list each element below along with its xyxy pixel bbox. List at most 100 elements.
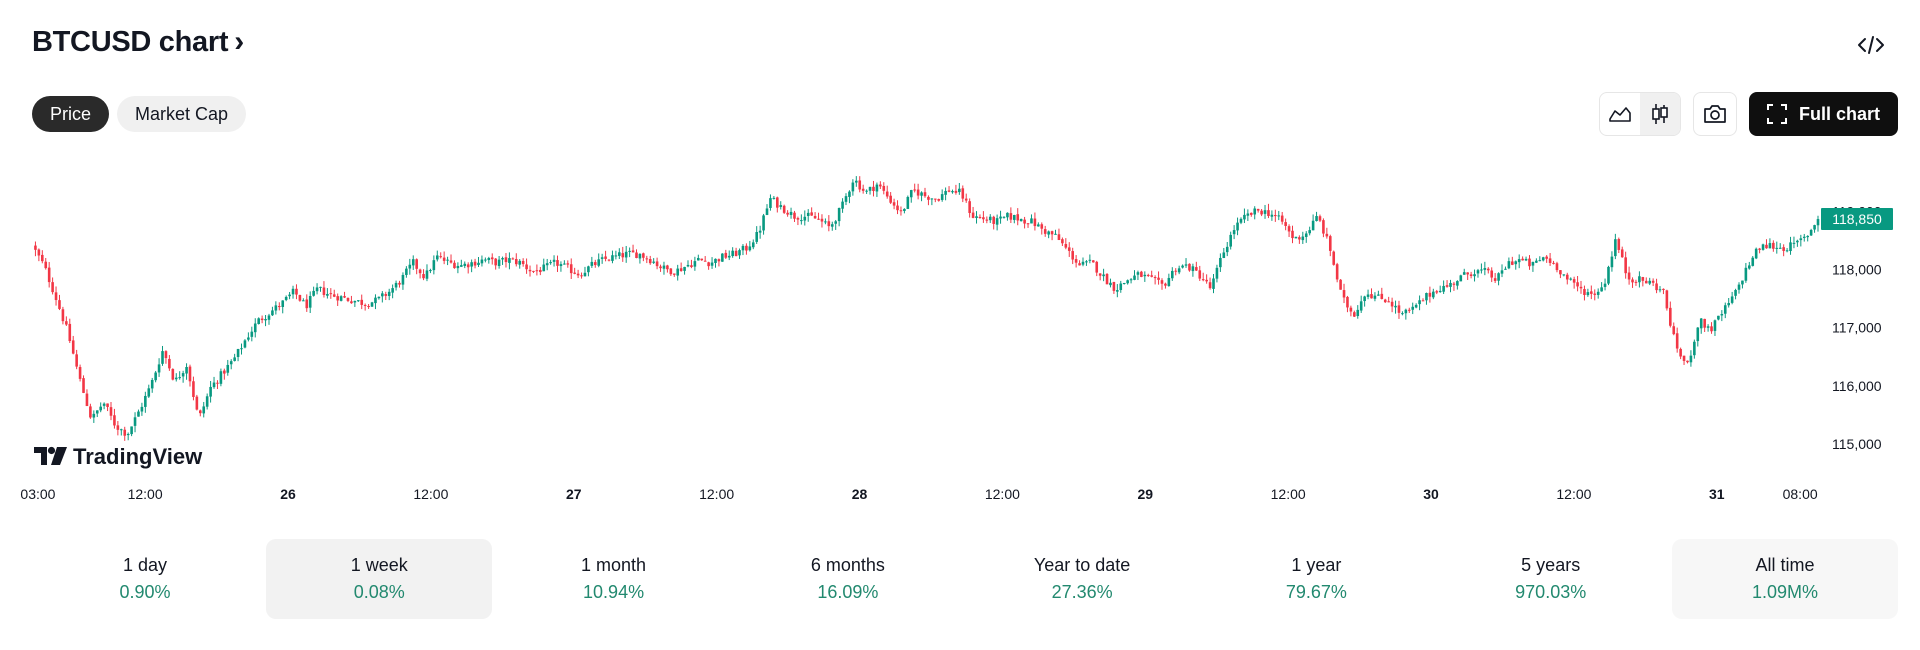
- candle-body: [549, 262, 552, 264]
- candle-body: [401, 274, 405, 285]
- candle-body: [1610, 256, 1614, 268]
- candle-body: [714, 258, 717, 263]
- candle-body: [1710, 326, 1713, 332]
- tab-market-cap[interactable]: Market Cap: [117, 96, 247, 132]
- candle-body: [1648, 280, 1652, 284]
- y-tick-label: 118,000: [1832, 261, 1882, 277]
- candle-body: [247, 337, 250, 340]
- full-chart-button[interactable]: Full chart: [1748, 92, 1898, 136]
- candle-body: [1342, 290, 1346, 298]
- range-label: 1 month: [581, 555, 647, 575]
- chart-title-link[interactable]: BTCUSD chart ›: [32, 25, 244, 59]
- candle-body: [913, 189, 916, 191]
- candle-body: [1157, 277, 1160, 280]
- embed-code-button[interactable]: [1856, 30, 1886, 60]
- candle-body: [315, 287, 319, 292]
- snapshot-button[interactable]: [1692, 92, 1737, 136]
- candle-body: [425, 270, 429, 279]
- candle-body: [542, 264, 546, 272]
- candle-body: [892, 202, 896, 206]
- candle-body: [1298, 237, 1301, 240]
- range-1-month[interactable]: 1 month 10.94%: [501, 539, 727, 619]
- candle-body: [1456, 281, 1459, 286]
- candle-body: [1603, 283, 1607, 287]
- candle-body: [212, 382, 216, 388]
- candle-body: [1517, 259, 1521, 263]
- candle-body: [669, 268, 673, 275]
- range-all-time[interactable]: All time 1.09M%: [1671, 539, 1898, 619]
- candle-body: [844, 196, 848, 202]
- candle-body: [748, 246, 752, 251]
- candle-body: [1486, 268, 1490, 271]
- candle-body: [899, 210, 903, 212]
- candle-body: [422, 274, 425, 279]
- candle-body: [535, 270, 539, 272]
- candle-body: [65, 321, 68, 325]
- candle-body: [652, 261, 655, 263]
- candle-body: [951, 191, 954, 193]
- candle-body: [676, 268, 680, 276]
- candle-body: [1778, 247, 1782, 249]
- candle-body: [796, 218, 800, 220]
- candle-body: [872, 186, 875, 192]
- candle-body: [1617, 239, 1621, 250]
- candle-body: [1445, 285, 1449, 287]
- range-6-months[interactable]: 6 months 16.09%: [735, 539, 961, 619]
- logo-mark-left: [34, 447, 47, 465]
- candle-body: [1545, 256, 1548, 259]
- candle-body: [1490, 270, 1494, 278]
- candle-body: [384, 294, 388, 296]
- candle-body: [1198, 270, 1202, 279]
- candle-body: [463, 263, 467, 266]
- candle-body: [1280, 215, 1284, 222]
- candle-body: [1507, 261, 1511, 269]
- candle-body: [1383, 299, 1387, 303]
- candle-body: [1332, 251, 1336, 265]
- candle-body: [1469, 274, 1473, 276]
- candle-body: [226, 364, 230, 373]
- candle-body: [1689, 355, 1693, 363]
- range-change: 0.90%: [119, 582, 171, 602]
- candle-body: [116, 425, 120, 430]
- area-chart-button[interactable]: [1600, 93, 1640, 135]
- candle-body: [597, 259, 601, 266]
- range-year-to-date[interactable]: Year to date 27.36%: [969, 539, 1195, 619]
- candle-body: [1730, 296, 1734, 303]
- candle-body: [583, 272, 587, 277]
- range-1-day[interactable]: 1 day 0.90%: [32, 539, 258, 619]
- candle-body: [1631, 279, 1634, 283]
- candle-body: [1655, 283, 1658, 291]
- candle-body: [277, 306, 281, 308]
- candle-body: [1019, 218, 1023, 222]
- candle-body: [940, 194, 944, 200]
- candle-body: [281, 300, 285, 307]
- candle-body: [806, 212, 810, 216]
- candle-body: [954, 190, 958, 193]
- candle-body: [1559, 270, 1562, 275]
- range-5-years[interactable]: 5 years 970.03%: [1438, 539, 1664, 619]
- candle-body: [590, 261, 594, 266]
- candle-body: [168, 358, 171, 369]
- candle-body: [683, 266, 686, 271]
- candle-body: [92, 413, 96, 418]
- tab-price[interactable]: Price: [32, 96, 110, 132]
- candle-body: [1229, 234, 1232, 247]
- candle-body: [137, 411, 140, 417]
- candle-body: [755, 232, 759, 242]
- range-change: 16.09%: [817, 582, 879, 602]
- candle-body: [1349, 307, 1353, 312]
- candle-body: [363, 304, 367, 306]
- candles-chart-button[interactable]: [1639, 93, 1680, 135]
- candle-body: [150, 379, 154, 389]
- candle-body: [1267, 210, 1270, 216]
- candle-body: [727, 255, 731, 258]
- range-change: 79.67%: [1285, 582, 1347, 602]
- candle-body: [1232, 230, 1236, 235]
- range-1-year[interactable]: 1 year 79.67%: [1203, 539, 1429, 619]
- range-1-week[interactable]: 1 week 0.08%: [266, 539, 493, 619]
- candle-body: [765, 208, 769, 215]
- candle-body: [1164, 283, 1167, 286]
- chart-mode-tabs: Price Market Cap: [32, 96, 247, 132]
- candle-body: [1208, 282, 1212, 289]
- candle-body: [1040, 224, 1044, 229]
